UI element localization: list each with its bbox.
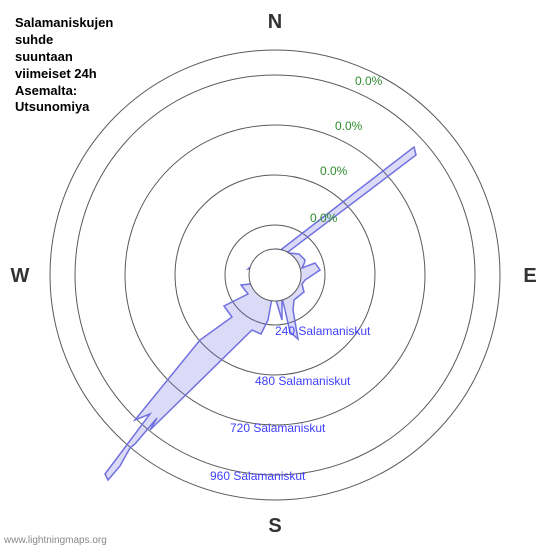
pct-label: 0.0% [320, 164, 348, 178]
footer-credit: www.lightningmaps.org [4, 535, 107, 546]
strike-label: 960 Salamaniskut [210, 469, 306, 483]
cardinal-label: W [11, 265, 30, 287]
cardinal-label: N [268, 11, 282, 33]
strike-label: 480 Salamaniskut [255, 374, 351, 388]
pct-label: 0.0% [335, 119, 363, 133]
cardinal-label: S [268, 515, 281, 537]
strike-label: 720 Salamaniskut [230, 421, 326, 435]
pct-label: 0.0% [355, 74, 383, 88]
center-hole [249, 249, 301, 301]
polar-chart-svg: N E S W 0.0% 0.0% 0.0% 0.0% 240 Salamaniskut 48… [0, 0, 550, 550]
pct-label: 0.0% [310, 211, 338, 225]
cardinal-label: E [523, 265, 536, 287]
strike-label: 240 Salamaniskut [275, 324, 371, 338]
polar-chart-container: Salamaniskujen suhde suuntaan viimeiset … [0, 0, 550, 550]
